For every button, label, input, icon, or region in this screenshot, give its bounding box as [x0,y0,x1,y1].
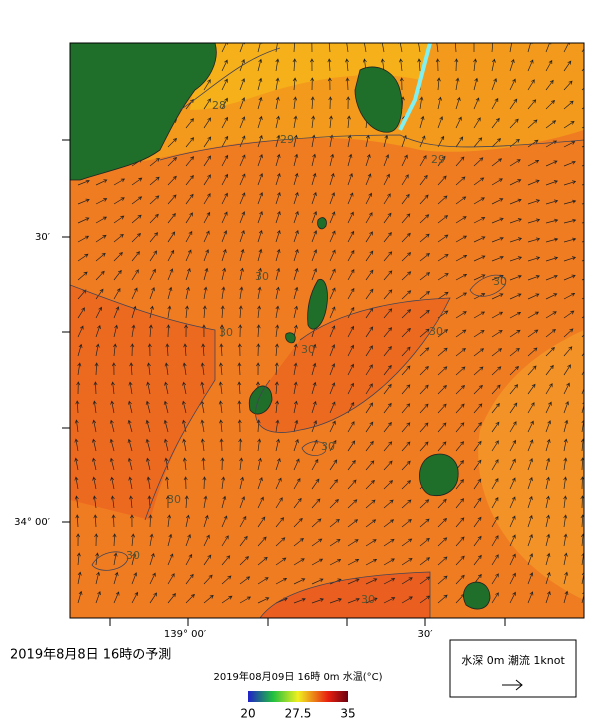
warm-zone [260,572,430,618]
cool-band [190,43,430,110]
contour-label: 30 [361,593,375,606]
contours [70,47,584,618]
contour-label: 30 [429,325,443,338]
colorbar-tick-label: 27.5 [285,707,312,721]
contour-label: 30 [321,440,335,453]
contour-label: 30 [255,270,269,283]
contour-label: 30 [219,326,233,339]
contour-label: 28 [212,99,226,112]
lat-label: 34° 00′ [14,517,51,528]
map-ticks [62,139,506,626]
island [419,453,459,497]
island [285,332,296,344]
track [398,43,432,131]
map-frame [69,42,585,619]
colorbar-tick-label: 35 [340,707,355,721]
cool-zone [478,330,584,600]
contour-label: 29 [431,153,445,166]
contour-label: 30 [126,549,140,562]
island [70,43,217,181]
island [354,66,403,133]
island [248,385,273,415]
lat-label: 30′ [35,232,51,243]
map [70,43,584,618]
lon-label: 30′ [418,629,434,640]
colorbar-title: 2019年08月09日 16時 0m 水温(°C) [213,670,382,683]
contour-label: 30 [167,493,181,506]
island [317,217,327,230]
legend-arrow [502,679,523,691]
caption: 2019年8月8日 16時の予測 [10,648,171,663]
legend-box [449,639,577,698]
island [463,581,491,610]
colorbar-tick-label: 20 [240,707,255,721]
contour-label: 29 [280,133,294,146]
colorbar [248,691,348,702]
contour-label: 30 [493,275,507,288]
contour-label: 30 [301,343,315,356]
warm-zone [70,285,215,520]
legend-text: 水深 0m 潮流 1knot [461,653,565,667]
lon-label: 139° 00′ [164,629,207,640]
island [307,278,328,330]
